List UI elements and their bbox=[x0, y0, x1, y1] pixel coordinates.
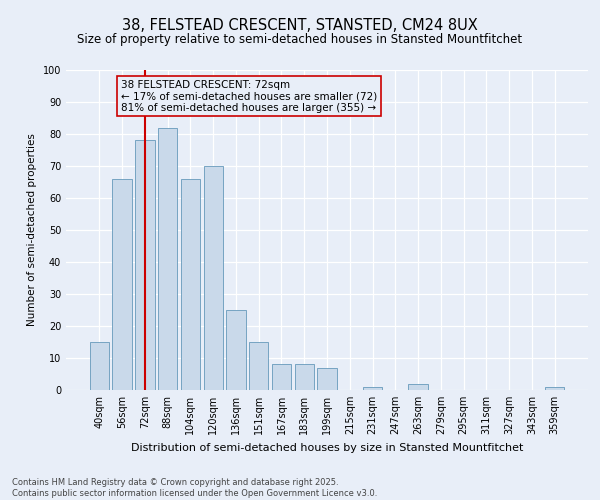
Bar bbox=[409, 384, 428, 390]
Bar bbox=[90, 342, 109, 390]
Bar bbox=[363, 387, 382, 390]
Text: Contains HM Land Registry data © Crown copyright and database right 2025.
Contai: Contains HM Land Registry data © Crown c… bbox=[12, 478, 377, 498]
Text: 38, FELSTEAD CRESCENT, STANSTED, CM24 8UX: 38, FELSTEAD CRESCENT, STANSTED, CM24 8U… bbox=[122, 18, 478, 32]
Text: 38 FELSTEAD CRESCENT: 72sqm
← 17% of semi-detached houses are smaller (72)
81% o: 38 FELSTEAD CRESCENT: 72sqm ← 17% of sem… bbox=[121, 80, 377, 113]
Bar bbox=[226, 310, 245, 390]
Text: Size of property relative to semi-detached houses in Stansted Mountfitchet: Size of property relative to semi-detach… bbox=[77, 32, 523, 46]
Bar bbox=[545, 387, 564, 390]
Bar bbox=[158, 128, 178, 390]
Bar bbox=[272, 364, 291, 390]
Bar bbox=[135, 140, 155, 390]
Y-axis label: Number of semi-detached properties: Number of semi-detached properties bbox=[27, 134, 37, 326]
Bar bbox=[249, 342, 268, 390]
Bar bbox=[317, 368, 337, 390]
Bar bbox=[295, 364, 314, 390]
Bar bbox=[203, 166, 223, 390]
Bar bbox=[112, 179, 132, 390]
X-axis label: Distribution of semi-detached houses by size in Stansted Mountfitchet: Distribution of semi-detached houses by … bbox=[131, 442, 523, 452]
Bar bbox=[181, 179, 200, 390]
